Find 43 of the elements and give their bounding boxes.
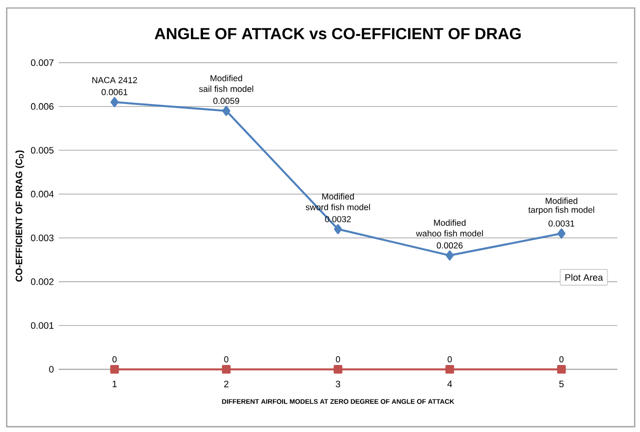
point bbox=[445, 364, 454, 374]
y-tick-label: 0.002 bbox=[30, 278, 54, 285]
data-label: 0.0059 bbox=[213, 98, 240, 104]
point bbox=[334, 224, 342, 234]
annotation: sail fish model bbox=[199, 86, 254, 92]
data-label: 0 bbox=[336, 356, 340, 362]
y-axis-title: CO-EFFICIENT OF DRAG (C$_{D}$) bbox=[15, 150, 24, 282]
annotation: NACA 2412 bbox=[92, 77, 137, 84]
point bbox=[222, 106, 230, 116]
y-tick-label: 0.005 bbox=[30, 146, 54, 154]
y-tick-label: 0.003 bbox=[30, 234, 54, 242]
point bbox=[110, 97, 119, 108]
x-tick-label: 1 bbox=[112, 380, 117, 388]
x-tick-label: 4 bbox=[447, 380, 452, 388]
point bbox=[446, 250, 454, 260]
annotation: Modified bbox=[210, 74, 242, 82]
annotation: Modified bbox=[322, 193, 354, 200]
annotation: Plot Area bbox=[565, 274, 603, 281]
y-tick-label: 0.004 bbox=[30, 190, 54, 198]
y-tick-label: 0.001 bbox=[30, 322, 54, 329]
point bbox=[334, 364, 342, 374]
annotation: tarpon fish model bbox=[528, 206, 594, 215]
annotation: wahoo fish model bbox=[416, 230, 483, 236]
data-label: 0.0061 bbox=[102, 89, 128, 96]
point bbox=[222, 364, 231, 374]
x-tick-label: 3 bbox=[336, 380, 340, 388]
annotation: Modified bbox=[434, 219, 466, 226]
y-tick-label: 0.006 bbox=[30, 103, 54, 110]
data-label: 0 bbox=[224, 356, 228, 362]
point bbox=[557, 364, 566, 374]
data-label: 0 bbox=[112, 356, 117, 362]
point bbox=[110, 364, 119, 374]
x-tick-label: 5 bbox=[559, 380, 564, 388]
chart-title: ANGLE OF ATTACK vs CO-EFFICIENT OF DRAG bbox=[154, 28, 521, 40]
data-label: 0.0026 bbox=[436, 242, 463, 248]
annotation: Modified bbox=[546, 198, 578, 204]
y-tick-label: 0.007 bbox=[30, 59, 54, 66]
y-tick-label: 0 bbox=[49, 366, 54, 373]
data-label: 0 bbox=[448, 356, 452, 362]
data-label: 0.0031 bbox=[548, 220, 574, 227]
x-tick-label: 2 bbox=[224, 380, 228, 388]
data-label: 0 bbox=[559, 356, 564, 362]
point bbox=[557, 228, 566, 239]
